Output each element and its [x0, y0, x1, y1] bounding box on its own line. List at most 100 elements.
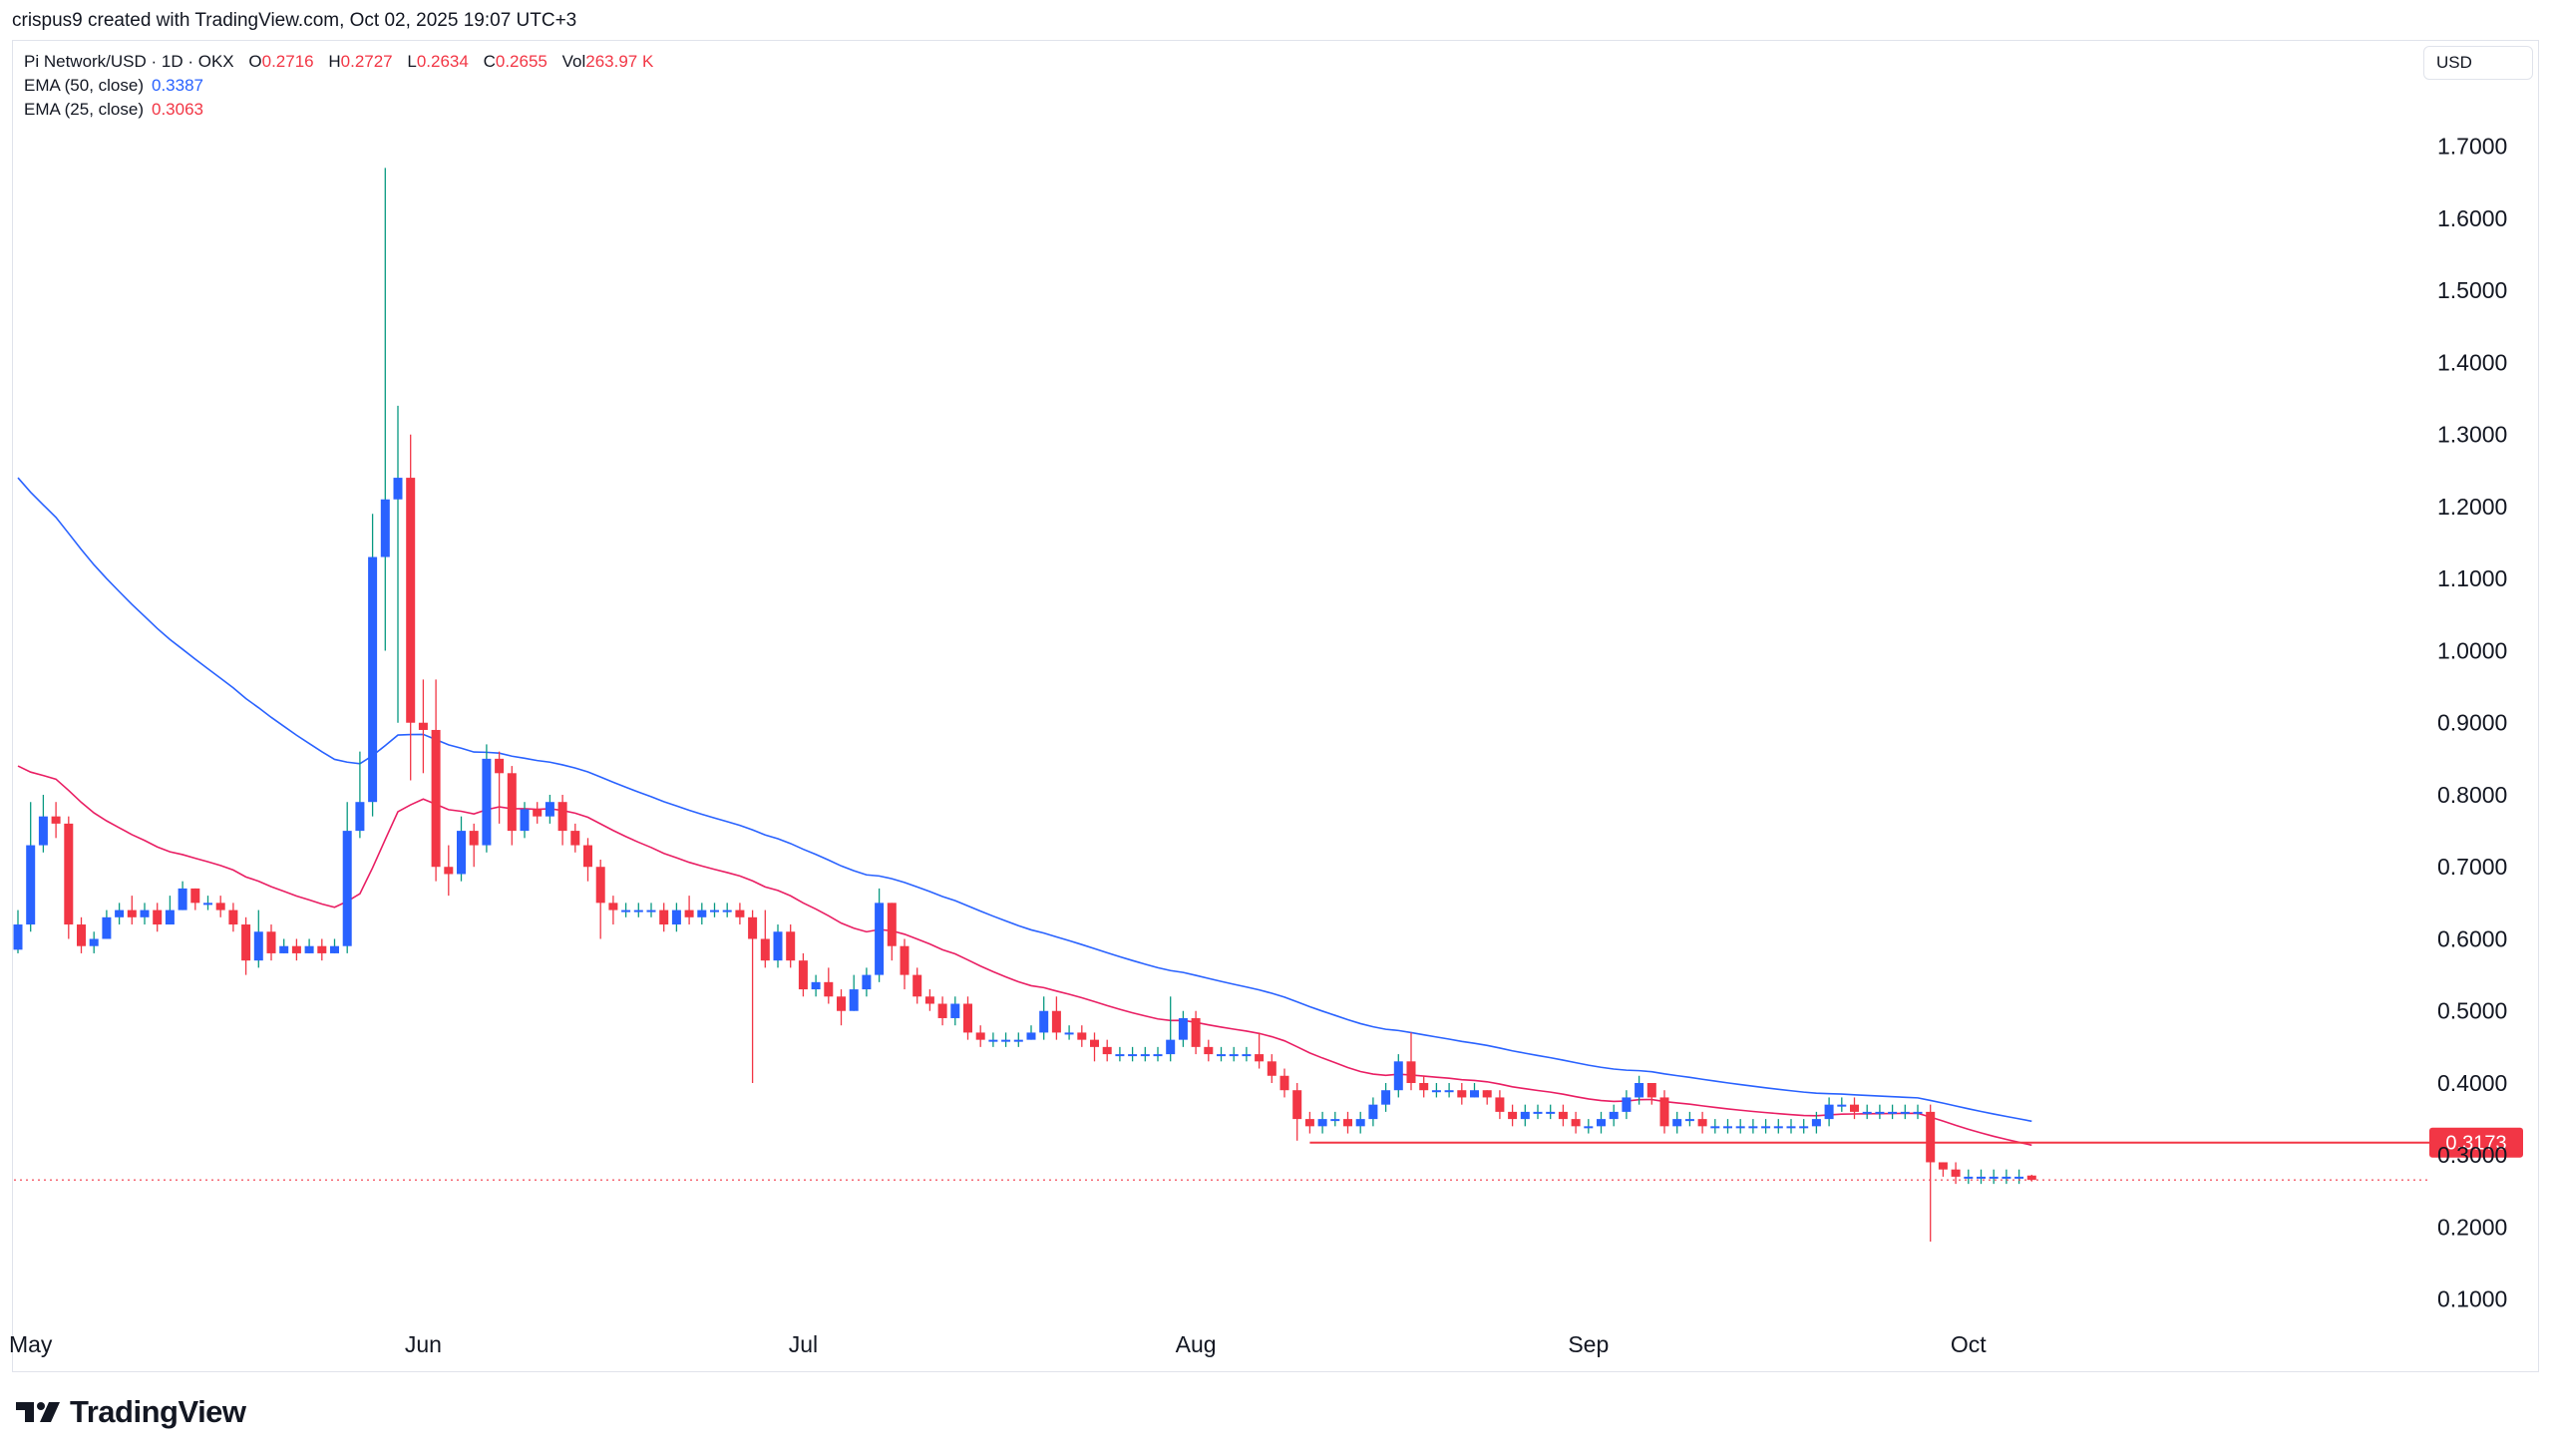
- candle: [89, 931, 99, 953]
- candle-body: [1837, 1104, 1847, 1107]
- candle-body: [418, 722, 428, 730]
- candle-body: [900, 945, 910, 975]
- ema-lines: [17, 477, 2032, 1147]
- candle-body: [342, 831, 352, 946]
- candle-body: [1128, 1054, 1138, 1057]
- brand-name: TradingView: [70, 1394, 246, 1429]
- candle: [1786, 1119, 1796, 1134]
- candle-body: [380, 499, 390, 557]
- candle-body: [1862, 1111, 1872, 1114]
- candle: [595, 860, 605, 939]
- price-tick-label: 0.4000: [2437, 1070, 2507, 1096]
- candle: [621, 903, 631, 917]
- candle: [457, 816, 466, 882]
- candle: [950, 996, 960, 1026]
- candle: [1875, 1104, 1885, 1120]
- candle: [241, 916, 251, 975]
- candle: [1811, 1111, 1821, 1134]
- candle-body: [1799, 1126, 1809, 1129]
- candle-body: [1431, 1090, 1441, 1093]
- candle: [1659, 1090, 1669, 1134]
- price-tick-label: 1.3000: [2437, 422, 2507, 448]
- candle: [153, 903, 163, 932]
- candle: [533, 802, 543, 824]
- candle: [380, 168, 390, 651]
- candle-body: [1875, 1111, 1885, 1114]
- candle: [1077, 1025, 1087, 1047]
- candle: [26, 802, 36, 932]
- ema25-legend-row[interactable]: EMA (25, close) 0.3063: [24, 98, 653, 122]
- candle-body: [1457, 1090, 1467, 1098]
- candle-body: [406, 478, 416, 723]
- candle: [1609, 1104, 1619, 1127]
- candle-body: [469, 831, 479, 846]
- candle: [1178, 1010, 1188, 1047]
- candle: [1064, 1025, 1074, 1040]
- candle-body: [710, 910, 719, 912]
- candle-body: [773, 931, 783, 961]
- candle-body: [1051, 1010, 1061, 1033]
- candle: [507, 766, 517, 846]
- candle: [1039, 996, 1049, 1040]
- chart-canvas[interactable]: 0.3173 0.1000 0.2000 0.3000 0.4000 0.5000 0.6…: [0, 0, 2553, 1386]
- candle: [1546, 1104, 1556, 1120]
- candle: [963, 996, 972, 1040]
- time-tick-label: Jul: [789, 1331, 818, 1357]
- candle-body: [1330, 1119, 1340, 1122]
- chart-pane[interactable]: [12, 40, 2539, 1372]
- candle: [924, 989, 934, 1011]
- candle-body: [1292, 1090, 1302, 1120]
- candle: [735, 903, 745, 925]
- candle-body: [1989, 1176, 1999, 1179]
- candle-body: [583, 845, 592, 868]
- candle: [1761, 1119, 1771, 1134]
- candle: [1622, 1090, 1632, 1120]
- candle-body: [1444, 1090, 1454, 1093]
- candle: [1508, 1104, 1518, 1127]
- candle-body: [1495, 1097, 1505, 1112]
- candle-body: [545, 802, 554, 817]
- candle: [684, 896, 694, 925]
- candle-body: [215, 903, 225, 910]
- candle-body: [444, 867, 454, 875]
- candle-body: [140, 910, 150, 917]
- volume-key: Vol: [561, 52, 586, 71]
- candle-body: [975, 1032, 985, 1040]
- candle: [862, 967, 872, 997]
- candle-body: [1304, 1119, 1314, 1127]
- candle: [1406, 1032, 1416, 1091]
- candle: [51, 802, 61, 839]
- candle: [469, 823, 479, 868]
- candle: [279, 938, 289, 953]
- candle: [1824, 1097, 1834, 1127]
- candle-body: [1279, 1075, 1289, 1091]
- candle-body: [912, 974, 922, 997]
- price-axis[interactable]: 0.1000 0.2000 0.3000 0.4000 0.5000 0.6000 0.70…: [2437, 134, 2507, 1312]
- ema50-legend-row[interactable]: EMA (50, close) 0.3387: [24, 74, 653, 98]
- candle: [1128, 1046, 1138, 1062]
- time-axis[interactable]: May Jun Jul Aug Sep Oct: [9, 1331, 1987, 1357]
- candle-body: [2002, 1176, 2011, 1179]
- tradingview-brand[interactable]: TradingView: [16, 1392, 246, 1432]
- candle-body: [608, 903, 618, 910]
- candle-body: [1419, 1082, 1429, 1091]
- candle-body: [1001, 1039, 1011, 1042]
- candle-body: [355, 802, 365, 832]
- candle-body: [1102, 1046, 1112, 1055]
- candle-body: [937, 1003, 947, 1018]
- currency-button[interactable]: USD: [2423, 46, 2533, 80]
- candle-body: [13, 924, 23, 950]
- candle-body: [1659, 1097, 1669, 1127]
- candle-body: [760, 938, 770, 961]
- candle-body: [1597, 1119, 1606, 1127]
- candle: [102, 910, 112, 939]
- candle: [1862, 1104, 1872, 1120]
- candle-body: [1546, 1111, 1556, 1114]
- ohlc-high-key: H: [328, 52, 341, 71]
- price-tick-label: 0.3000: [2437, 1142, 2507, 1168]
- candle: [1964, 1169, 1974, 1185]
- candle-body: [203, 903, 212, 906]
- candle: [1368, 1097, 1378, 1127]
- ema50-label: EMA (50, close): [24, 76, 144, 95]
- candle: [1115, 1046, 1125, 1062]
